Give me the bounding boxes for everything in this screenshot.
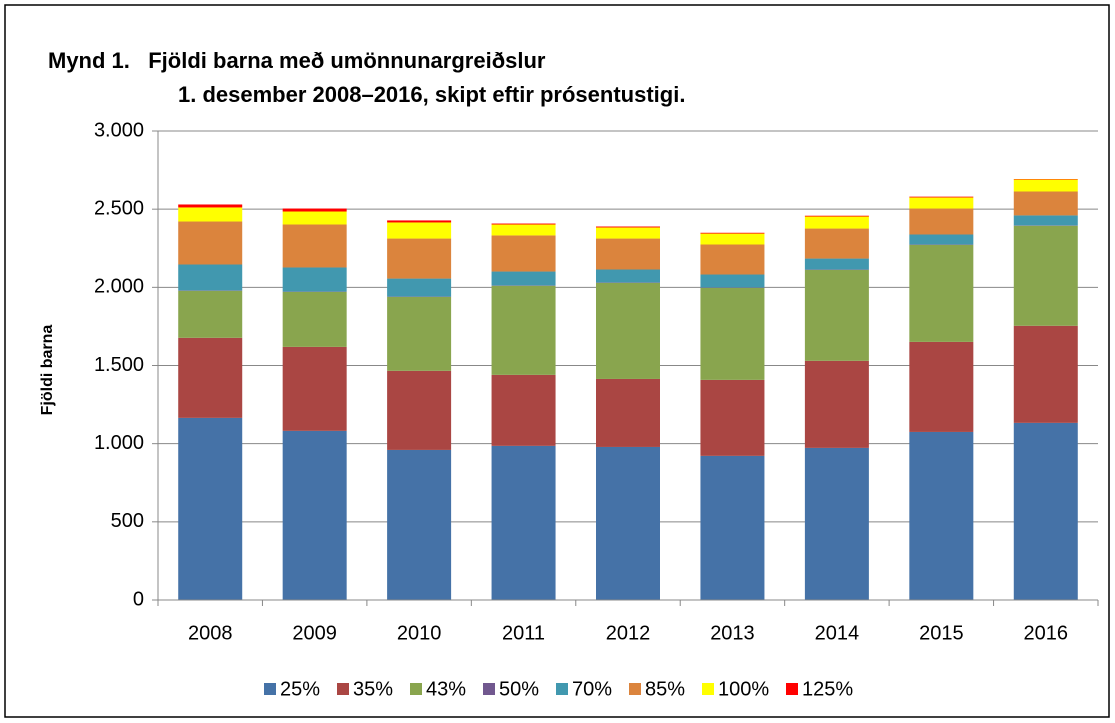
bar-segment	[700, 287, 765, 380]
legend-swatch	[337, 683, 349, 695]
bar-segment	[804, 360, 869, 448]
bar-segment	[491, 223, 556, 225]
bar-segment	[700, 244, 765, 275]
bar-segment	[596, 446, 660, 600]
bar-segment	[178, 290, 243, 338]
legend-label: 25%	[280, 678, 320, 700]
bar-segment	[700, 274, 765, 288]
x-tick-label: 2011	[502, 622, 545, 644]
bar-segment	[387, 296, 452, 371]
bar-segment	[387, 238, 452, 279]
bar-segment	[387, 278, 452, 297]
bar-segment	[178, 204, 243, 208]
y-axis-label: Fjöldi barna	[39, 325, 56, 416]
x-tick-label: 2013	[710, 622, 755, 644]
bar-segment	[387, 370, 452, 450]
bar-segment	[387, 220, 452, 223]
legend-label: 35%	[353, 678, 393, 700]
legend-swatch	[264, 683, 276, 695]
bar-segment	[491, 374, 556, 446]
bar-segment	[1013, 179, 1078, 192]
bar-segment	[1013, 215, 1078, 226]
bar-segment	[804, 269, 869, 361]
y-tick-label: 1.000	[94, 432, 144, 454]
chart-subtitle: 1. desember 2008–2016, skipt eftir próse…	[178, 82, 685, 107]
x-tick-label: 2016	[1024, 622, 1069, 644]
bar-segment	[804, 258, 869, 270]
legend-label: 70%	[572, 678, 612, 700]
bar-segment	[178, 417, 243, 600]
x-tick-label: 2010	[397, 622, 442, 644]
legend-label: 100%	[718, 678, 769, 700]
bar-segment	[178, 221, 243, 265]
bar-segment	[804, 447, 869, 600]
bar-segment	[491, 285, 556, 375]
x-tick-label: 2008	[188, 622, 233, 644]
x-tick-label: 2009	[292, 622, 337, 644]
y-tick-label: 1.500	[94, 354, 144, 376]
bar-segment	[596, 378, 660, 447]
bar-segment	[596, 269, 660, 283]
bar-segment	[282, 346, 347, 431]
bar-segment	[909, 234, 974, 245]
bar-segment	[282, 211, 347, 225]
bar-segment	[387, 222, 452, 239]
legend-swatch	[629, 683, 641, 695]
bar-segment	[178, 337, 243, 418]
legend-label: 43%	[426, 678, 466, 700]
bar-segment	[909, 431, 974, 600]
bar-segment	[1013, 191, 1078, 216]
bar-segment	[700, 379, 765, 456]
bar-segment	[909, 341, 974, 432]
bar-segment	[909, 244, 974, 342]
bar-segment	[700, 233, 765, 245]
legend-label: 50%	[499, 678, 539, 700]
bar-segment	[596, 238, 660, 270]
bar-segment	[387, 449, 452, 600]
x-tick-label: 2014	[815, 622, 860, 644]
bar-segment	[491, 271, 556, 286]
bar-segment	[491, 224, 556, 236]
bar-segment	[700, 455, 765, 600]
chart-title: Mynd 1. Fjöldi barna með umönnunargreiðs…	[48, 48, 546, 73]
bar-segment	[1013, 225, 1078, 326]
bar-segment	[909, 197, 974, 209]
bar-segment	[282, 224, 347, 268]
bar-segment	[909, 208, 974, 235]
bar-segment	[282, 208, 347, 212]
bar-segment	[1013, 422, 1078, 600]
bar-segment	[596, 227, 660, 239]
x-tick-label: 2015	[919, 622, 964, 644]
y-tick-label: 500	[111, 510, 144, 532]
bar-segment	[282, 267, 347, 292]
bar-segment	[1013, 325, 1078, 423]
bar-segment	[491, 445, 556, 600]
bar-segment	[909, 196, 974, 198]
legend-swatch	[786, 683, 798, 695]
y-tick-label: 3.000	[94, 119, 144, 141]
bar-segment	[596, 226, 660, 228]
bar-segment	[491, 235, 556, 272]
legend-swatch	[483, 683, 495, 695]
bar-segment	[282, 430, 347, 600]
legend-swatch	[702, 683, 714, 695]
y-tick-label: 2.500	[94, 197, 144, 219]
bar-segment	[700, 232, 765, 234]
x-tick-label: 2012	[606, 622, 651, 644]
legend-label: 85%	[645, 678, 685, 700]
legend-swatch	[410, 683, 422, 695]
bar-segment	[804, 216, 869, 229]
legend-label: 125%	[802, 678, 853, 700]
legend-swatch	[556, 683, 568, 695]
bar-segment	[178, 264, 243, 291]
bar-segment	[596, 282, 660, 379]
y-tick-label: 2.000	[94, 276, 144, 298]
bar-segment	[804, 215, 869, 217]
bar-segment	[804, 228, 869, 259]
bar-segment	[178, 207, 243, 222]
y-tick-label: 0	[133, 588, 144, 610]
bar-segment	[282, 291, 347, 347]
